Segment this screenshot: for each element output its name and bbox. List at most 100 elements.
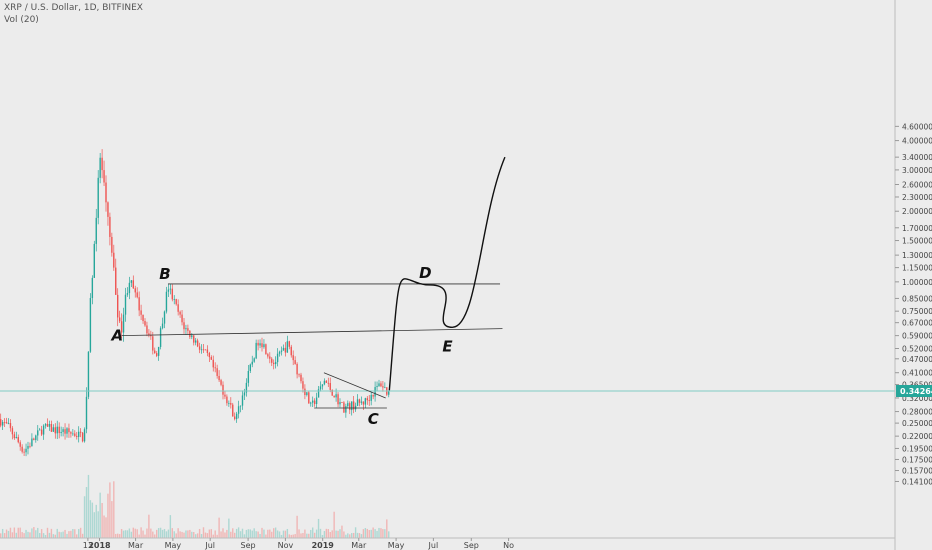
volume-bar — [79, 527, 82, 538]
volume-bar — [181, 531, 183, 538]
candle-body — [191, 335, 193, 338]
volume-bar — [339, 529, 341, 538]
candle-body — [255, 342, 257, 359]
volume-bar — [21, 532, 23, 538]
candle-body — [347, 403, 349, 407]
volume-bar — [115, 533, 117, 538]
volume-bar — [288, 534, 290, 538]
candle-body — [380, 383, 382, 387]
volume-bar — [329, 532, 331, 538]
volume-bar — [39, 533, 41, 538]
volume-bar — [52, 534, 55, 538]
volume-bar — [347, 533, 349, 538]
y-axis[interactable]: 4.60000 4.00000 3.40000 3.00000 2.60000 2.300… — [895, 122, 932, 486]
y-tick-label: 0.41000 — [902, 369, 932, 378]
volume-bar — [255, 531, 257, 538]
candle-body — [351, 401, 353, 411]
label-b: B — [159, 265, 170, 283]
candle-body — [150, 334, 152, 337]
volume-bar — [321, 534, 324, 538]
volume-bar — [157, 528, 160, 538]
x-tick-label: Sep — [464, 541, 479, 550]
volume-bar — [23, 533, 25, 538]
volume-bar — [349, 534, 351, 538]
volume-bar — [280, 534, 283, 538]
last-price-tag: 0.34264 — [896, 385, 932, 397]
volume-bar — [144, 534, 146, 538]
x-tick-label: 2018 — [88, 541, 111, 550]
candle-body — [278, 351, 281, 354]
volume-bar — [15, 532, 17, 538]
volume-bar — [118, 534, 121, 538]
candle-body — [259, 343, 261, 346]
candle-body — [95, 217, 97, 244]
drawings[interactable] — [121, 156, 506, 409]
candle-body — [33, 438, 35, 440]
volume-bar — [372, 527, 374, 538]
volume-bar — [257, 531, 259, 538]
volume-bar — [66, 533, 68, 538]
volume-bar — [103, 515, 105, 538]
volume-bar — [220, 531, 222, 538]
volume-bar — [177, 528, 179, 538]
volume-bar — [222, 528, 224, 538]
candle-body — [265, 344, 267, 355]
volume-bar — [228, 518, 230, 538]
candle-body — [171, 288, 173, 300]
candle-body — [11, 428, 14, 435]
trend-line[interactable] — [121, 328, 503, 337]
candle-body — [167, 289, 170, 292]
candle-body — [235, 413, 238, 420]
x-tick-label: 2019 — [312, 541, 335, 550]
candle-body — [230, 403, 232, 405]
volume-bar — [341, 525, 343, 538]
candle-body — [122, 314, 125, 333]
volume-bar — [354, 527, 357, 538]
candle-body — [27, 445, 29, 449]
candle-body — [286, 341, 289, 353]
y-tick-label: 0.75000 — [902, 307, 932, 316]
candle-body — [296, 363, 298, 375]
volume-bar — [46, 527, 49, 538]
trend-line[interactable] — [323, 372, 386, 399]
candle-body — [312, 400, 314, 403]
volume-bar — [19, 527, 21, 538]
volume-bar — [140, 527, 142, 538]
candle-body — [317, 389, 320, 398]
candle-body — [37, 430, 39, 436]
candle-body — [31, 438, 33, 447]
volume-bar — [216, 534, 218, 538]
volume-bar — [312, 527, 314, 538]
volume-bar — [70, 530, 72, 538]
volume-bar — [44, 534, 47, 538]
label-a: A — [111, 327, 124, 345]
volume-bar — [364, 528, 367, 538]
candle-body — [337, 394, 339, 405]
volume-bar — [113, 481, 115, 538]
y-tick-label: 4.00000 — [902, 137, 932, 146]
volume-bar — [27, 531, 29, 538]
projection-curve[interactable] — [388, 156, 506, 391]
candle-body — [189, 330, 191, 338]
candle-body — [208, 352, 211, 358]
candle-body — [169, 288, 172, 290]
candle-body — [304, 388, 306, 395]
candle-body — [313, 400, 316, 405]
candle-body — [13, 434, 16, 439]
volume-bar — [64, 529, 66, 538]
candle-body — [360, 401, 363, 403]
candle-body — [142, 314, 144, 322]
volume-bar — [101, 503, 103, 538]
volume-bar — [68, 531, 70, 538]
volume-bar — [11, 532, 14, 538]
volume-bar — [274, 527, 277, 538]
candle-body — [226, 396, 228, 404]
volume-bar — [148, 514, 150, 538]
y-tick-label: 0.15700 — [902, 467, 932, 476]
volume-bar — [294, 534, 296, 538]
volume-bar — [376, 530, 378, 538]
candle-body — [165, 291, 168, 312]
candle-body — [23, 451, 25, 453]
